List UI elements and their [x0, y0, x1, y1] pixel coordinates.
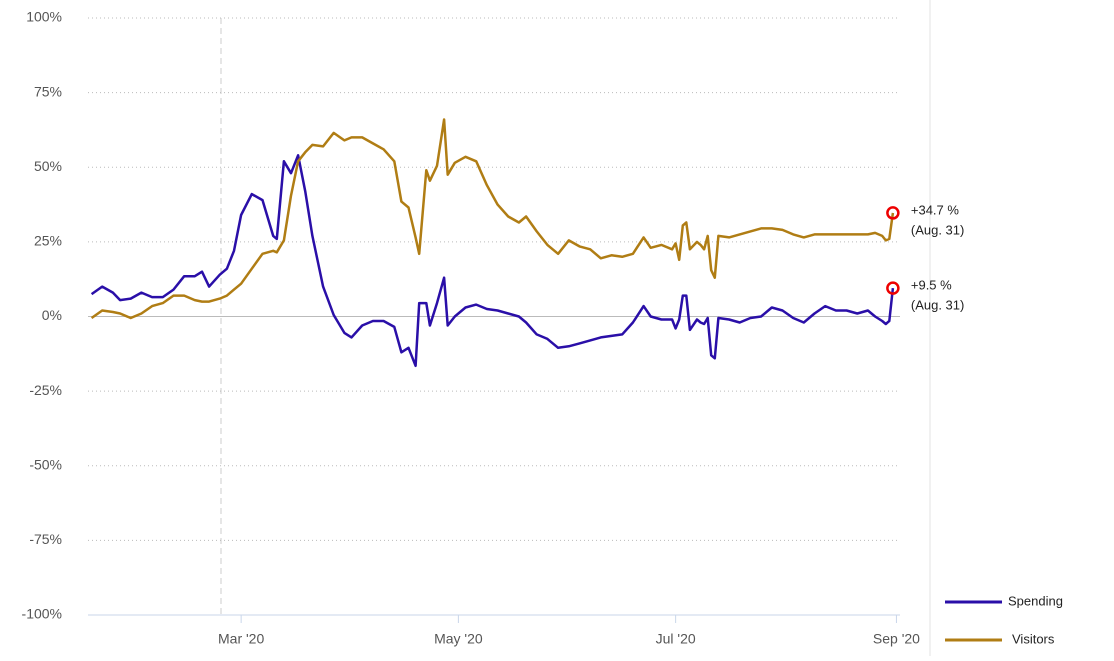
y-tick-label: 100%	[26, 9, 62, 25]
y-tick-label: 50%	[34, 158, 62, 174]
annotation-value: +34.7 %	[911, 202, 960, 217]
legend-label: Spending	[1008, 593, 1063, 608]
annotation-date: (Aug. 31)	[911, 222, 964, 237]
x-tick-label: May '20	[434, 631, 483, 647]
x-tick-label: Sep '20	[873, 631, 920, 647]
end-marker	[886, 206, 900, 220]
annotation-date: (Aug. 31)	[911, 298, 964, 313]
x-tick-label: Jul '20	[656, 631, 696, 647]
y-tick-label: 75%	[34, 83, 62, 99]
y-tick-label: -100%	[22, 606, 62, 622]
end-marker	[886, 281, 900, 295]
annotation-value: +9.5 %	[911, 278, 952, 293]
legend-label: Visitors	[1012, 631, 1055, 646]
y-tick-label: 0%	[42, 307, 62, 323]
y-tick-label: -25%	[29, 382, 62, 398]
series-line	[90, 118, 895, 320]
y-tick-label: -75%	[29, 531, 62, 547]
x-tick-label: Mar '20	[218, 631, 264, 647]
y-tick-label: -50%	[29, 456, 62, 472]
series-line	[90, 154, 895, 368]
y-tick-label: 25%	[34, 233, 62, 249]
